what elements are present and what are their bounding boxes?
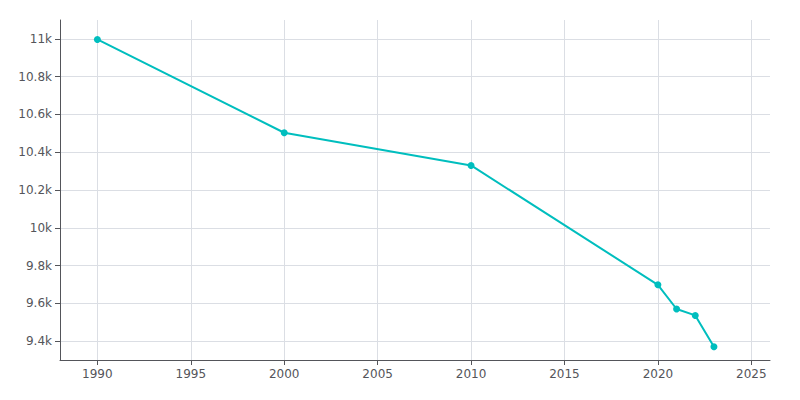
svg-text:9.6k: 9.6k: [26, 296, 52, 310]
svg-text:9.4k: 9.4k: [26, 334, 52, 348]
svg-text:2010: 2010: [456, 367, 487, 381]
svg-text:1990: 1990: [82, 367, 113, 381]
svg-text:2000: 2000: [269, 367, 300, 381]
svg-text:2025: 2025: [736, 367, 767, 381]
svg-text:2020: 2020: [643, 367, 674, 381]
svg-text:10.6k: 10.6k: [18, 107, 52, 121]
svg-text:11k: 11k: [30, 32, 52, 46]
svg-text:2005: 2005: [362, 367, 393, 381]
svg-text:1995: 1995: [176, 367, 207, 381]
svg-text:2015: 2015: [549, 367, 580, 381]
svg-text:10.8k: 10.8k: [18, 70, 52, 84]
svg-text:10k: 10k: [30, 221, 52, 235]
svg-text:10.2k: 10.2k: [18, 183, 52, 197]
svg-text:9.8k: 9.8k: [26, 259, 52, 273]
svg-text:10.4k: 10.4k: [18, 145, 52, 159]
